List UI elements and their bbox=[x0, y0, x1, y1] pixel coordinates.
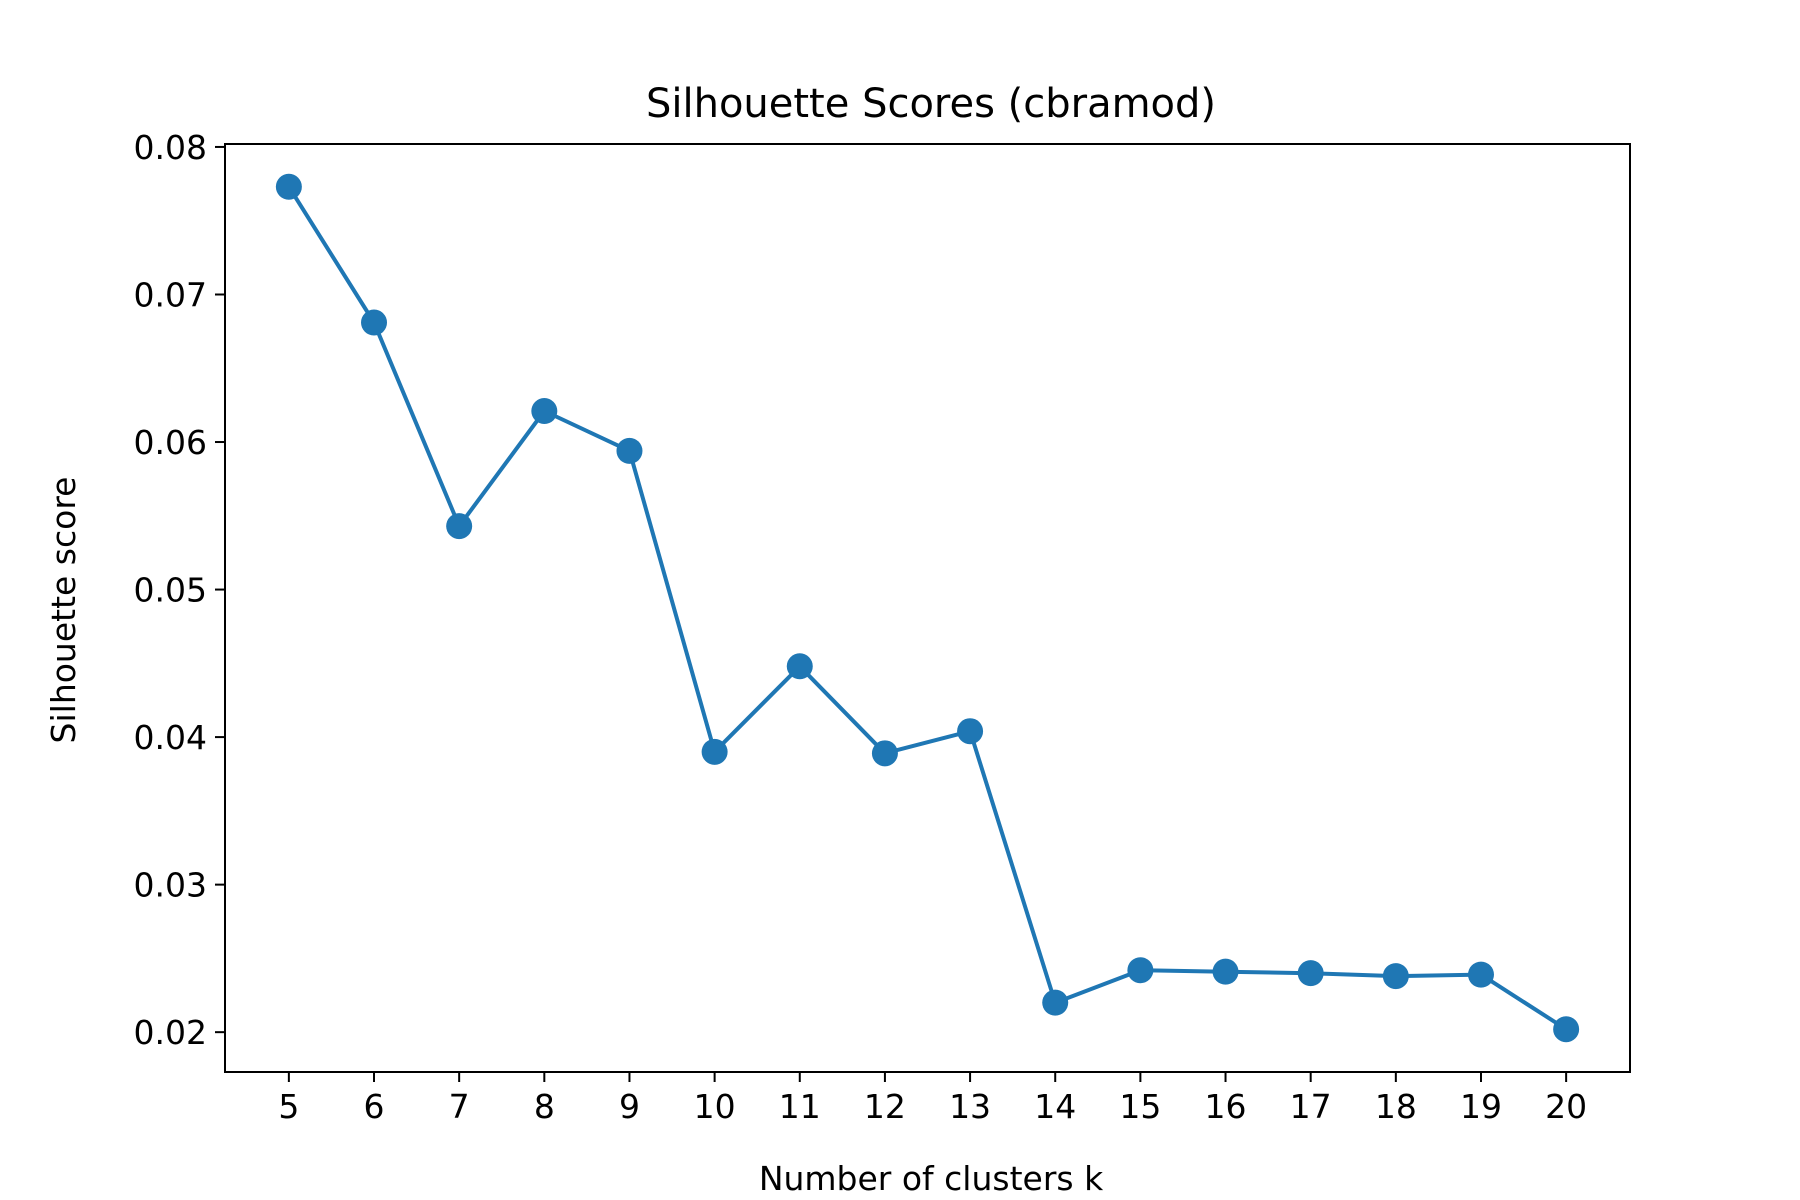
data-point bbox=[275, 173, 302, 200]
x-tick-label: 11 bbox=[779, 1087, 821, 1126]
plot-frame bbox=[224, 143, 1631, 1073]
data-point bbox=[1212, 958, 1239, 985]
x-tick-label: 13 bbox=[949, 1087, 991, 1126]
x-tick-label: 10 bbox=[694, 1087, 736, 1126]
data-point bbox=[871, 740, 898, 767]
data-point bbox=[1553, 1016, 1580, 1043]
x-tick-label: 9 bbox=[619, 1087, 640, 1126]
x-tick-label: 6 bbox=[364, 1087, 385, 1126]
data-point bbox=[361, 309, 388, 336]
y-tick-label: 0.05 bbox=[134, 571, 207, 610]
chart-title: Silhouette Scores (cbramod) bbox=[646, 81, 1216, 127]
series-line bbox=[287, 185, 1568, 1031]
data-point bbox=[786, 653, 813, 680]
y-tick-label: 0.02 bbox=[134, 1013, 207, 1052]
data-point bbox=[1042, 989, 1069, 1016]
x-tick-label: 18 bbox=[1375, 1087, 1417, 1126]
x-tick-label: 12 bbox=[864, 1087, 906, 1126]
x-axis-label: Number of clusters k bbox=[759, 1159, 1104, 1198]
data-point bbox=[1382, 963, 1409, 990]
data-point bbox=[531, 398, 558, 425]
plot-layer: 0.02 0.03 0.04 0.05 0.06 0.07 0.08 5 6 7 8 9 10 11 12 1… bbox=[134, 128, 1588, 1126]
x-tick-label: 5 bbox=[278, 1087, 299, 1126]
x-tick-label: 7 bbox=[449, 1087, 470, 1126]
data-point bbox=[701, 738, 728, 765]
y-tick-label: 0.03 bbox=[134, 866, 207, 905]
y-axis-label: Silhouette score bbox=[44, 477, 83, 744]
x-tick-label: 19 bbox=[1460, 1087, 1502, 1126]
data-point bbox=[1297, 960, 1324, 987]
x-tick-label: 17 bbox=[1290, 1087, 1332, 1126]
y-tick-label: 0.07 bbox=[134, 275, 207, 314]
x-tick-label: 20 bbox=[1545, 1087, 1587, 1126]
y-tick-label: 0.08 bbox=[134, 128, 207, 167]
data-point bbox=[957, 718, 984, 745]
y-tick-label: 0.06 bbox=[134, 423, 207, 462]
y-tick-label: 0.04 bbox=[134, 718, 207, 757]
x-tick-label: 14 bbox=[1034, 1087, 1076, 1126]
data-point bbox=[446, 513, 473, 540]
data-point bbox=[1127, 957, 1154, 984]
data-point bbox=[1467, 961, 1494, 988]
data-point bbox=[616, 437, 643, 464]
x-tick-label: 16 bbox=[1205, 1087, 1247, 1126]
x-tick-label: 8 bbox=[534, 1087, 555, 1126]
x-tick-label: 15 bbox=[1119, 1087, 1161, 1126]
